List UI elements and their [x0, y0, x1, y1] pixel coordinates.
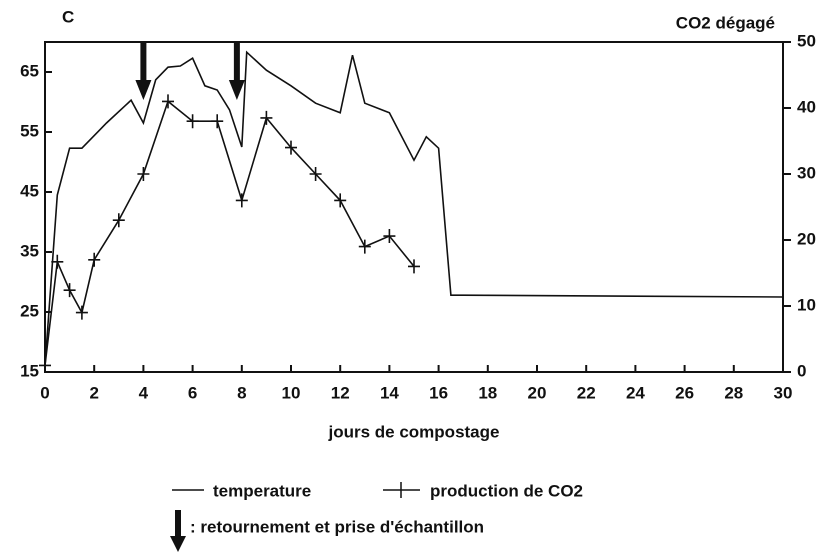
y-tick-label: 25: [20, 301, 39, 320]
y-tick-label: 45: [20, 181, 39, 200]
plus-marker: [88, 252, 101, 267]
plus-marker: [334, 193, 347, 208]
plus-marker: [75, 305, 88, 320]
legend-arrow: [170, 536, 186, 552]
x-tick-label: 28: [724, 383, 743, 402]
y2-tick-label: 50: [797, 31, 816, 50]
x-tick-label: 2: [89, 383, 98, 402]
x-axis-label: jours de compostage: [328, 422, 500, 441]
plus-marker: [358, 239, 371, 254]
plus-marker: [211, 114, 224, 129]
plus-marker: [186, 114, 199, 129]
annotation: : retournement et prise d'échantillon: [190, 517, 484, 536]
y2-axis-label: CO2 dégagé: [676, 13, 775, 32]
turn-arrow: [140, 42, 147, 82]
x-tick-label: 20: [528, 383, 547, 402]
x-tick-label: 30: [774, 383, 793, 402]
x-tick-label: 8: [237, 383, 246, 402]
x-tick-label: 22: [577, 383, 596, 402]
x-tick-label: 12: [331, 383, 350, 402]
y2-tick-label: 20: [797, 229, 816, 248]
y2-tick-label: 40: [797, 97, 816, 116]
legend-label: temperature: [213, 481, 311, 500]
turn-arrow-head: [135, 80, 152, 100]
plus-marker: [260, 110, 273, 125]
plus-marker: [383, 229, 396, 244]
plus-marker: [39, 358, 51, 373]
legend-arrow: [175, 510, 181, 538]
legend: temperature production de CO2 : retourne…: [170, 481, 583, 552]
plus-marker: [285, 140, 297, 155]
plus-marker: [112, 213, 125, 228]
y-tick-label: 35: [20, 241, 39, 260]
y2-tick-label: 30: [797, 163, 816, 182]
legend-label: production de CO2: [430, 481, 583, 500]
x-tick-label: 18: [478, 383, 497, 402]
turn-arrow-head: [228, 80, 245, 100]
x-tick-label: 0: [40, 383, 49, 402]
x-tick-label: 24: [626, 383, 645, 402]
y-tick-label: 65: [20, 61, 39, 80]
series-line: [44, 100, 415, 366]
plot-frame: [44, 41, 784, 373]
x-tick-label: 4: [139, 383, 149, 402]
series-line: [44, 50, 784, 367]
x-tick-label: 16: [429, 383, 448, 402]
plus-marker: [408, 259, 420, 274]
y2-tick-label: 0: [797, 361, 806, 380]
plus-marker: [162, 94, 174, 109]
x-tick-label: 10: [282, 383, 301, 402]
plus-marker: [309, 167, 322, 181]
y-tick-label: 15: [20, 361, 39, 380]
plus-marker: [63, 283, 76, 298]
x-tick-label: 6: [188, 383, 197, 402]
x-tick-label: 14: [380, 383, 399, 402]
y-axis-label: C: [62, 7, 74, 26]
y-tick-label: 55: [20, 121, 39, 140]
y2-tick-label: 10: [797, 295, 816, 314]
plus-marker: [51, 254, 64, 269]
plus-marker: [137, 167, 150, 181]
x-tick-label: 26: [675, 383, 694, 402]
plus-marker: [235, 193, 248, 208]
turn-arrow: [233, 42, 240, 82]
